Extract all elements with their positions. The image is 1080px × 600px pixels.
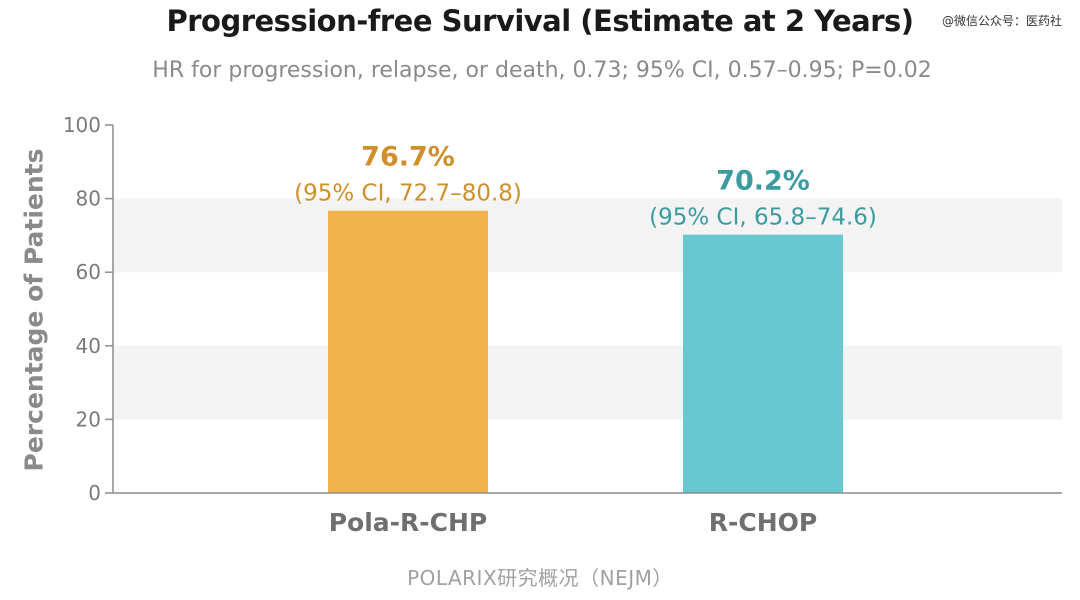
y-tick-label: 20 [76, 407, 101, 431]
y-tick-label: 60 [76, 260, 101, 284]
x-tick-label: R-CHOP [709, 508, 817, 537]
grid-band [113, 198, 1062, 273]
chart-subtitle: HR for progression, relapse, or death, 0… [152, 58, 932, 83]
bar-ci-label: (95% CI, 65.8–74.6) [649, 205, 877, 231]
y-tick-label: 0 [88, 481, 101, 505]
y-tick-label: 80 [76, 187, 101, 211]
figure-caption: POLARIX研究概况（NEJM） [407, 566, 673, 590]
bar-r-chop [683, 234, 843, 493]
grid-band [113, 345, 1062, 420]
bar-ci-label: (95% CI, 72.7–80.8) [294, 181, 522, 207]
watermark: @微信公众号：医药社 [941, 14, 1062, 28]
x-tick-label: Pola-R-CHP [329, 508, 488, 537]
y-tick-label: 100 [63, 113, 101, 137]
bar-pola-r-chp [328, 210, 488, 493]
y-tick-label: 40 [76, 334, 101, 358]
bar-value-label: 70.2% [716, 166, 810, 197]
chart-title: Progression-free Survival (Estimate at 2… [166, 4, 914, 38]
bar-value-label: 76.7% [361, 142, 455, 173]
